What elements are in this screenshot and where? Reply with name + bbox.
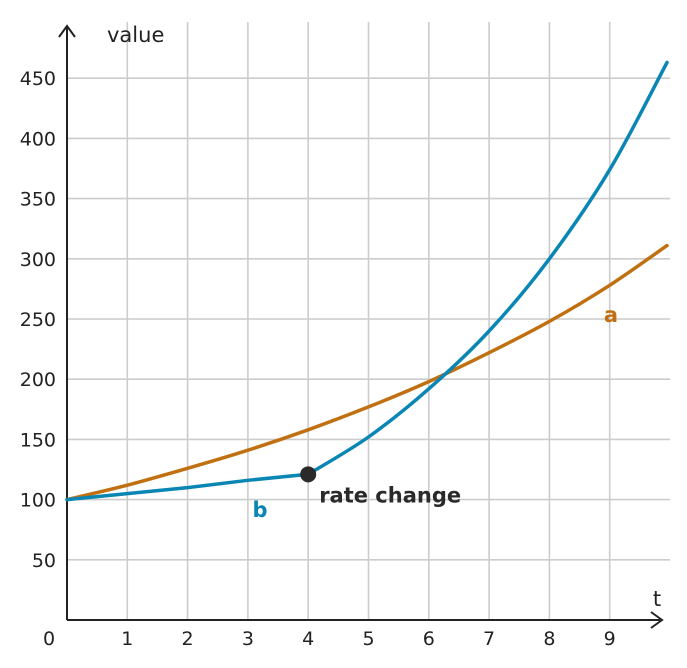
x-tick-label: 7 <box>483 628 495 650</box>
axes <box>58 24 664 629</box>
x-tick-label: 1 <box>121 628 133 650</box>
y-axis-label: value <box>107 23 164 47</box>
y-tick-label: 300 <box>20 249 56 271</box>
y-axis-arrow <box>58 24 76 38</box>
y-tick-label: 350 <box>20 189 56 211</box>
series-line-a <box>65 243 669 502</box>
series-group: ab <box>65 60 669 522</box>
annotations: rate change <box>300 466 461 507</box>
origin-label: 0 <box>43 628 55 650</box>
ticks: 1 2 3 4 5 6 7 8 9 50 100 150 200 250 300 350 400 450 <box>20 68 616 650</box>
series-line-b <box>65 60 669 502</box>
series-label-b: b <box>252 498 267 522</box>
series-label-a: a <box>604 303 618 327</box>
x-tick-label: 6 <box>423 628 435 650</box>
y-tick-label: 200 <box>20 369 56 391</box>
rate-change-label: rate change <box>319 483 461 507</box>
y-tick-label: 400 <box>20 128 56 150</box>
x-tick-label: 4 <box>302 628 314 650</box>
x-tick-label: 8 <box>543 628 555 650</box>
y-tick-label: 450 <box>20 68 56 90</box>
x-tick-label: 3 <box>242 628 254 650</box>
x-axis-arrow <box>650 611 664 629</box>
y-tick-label: 250 <box>20 309 56 331</box>
y-tick-label: 150 <box>20 429 56 451</box>
x-tick-label: 9 <box>604 628 616 650</box>
y-tick-label: 50 <box>32 550 56 572</box>
rate-change-marker <box>300 466 317 483</box>
x-tick-label: 2 <box>182 628 194 650</box>
y-tick-label: 100 <box>20 490 56 512</box>
x-axis-label: t <box>653 587 661 611</box>
grid <box>67 22 670 620</box>
x-tick-label: 5 <box>362 628 374 650</box>
